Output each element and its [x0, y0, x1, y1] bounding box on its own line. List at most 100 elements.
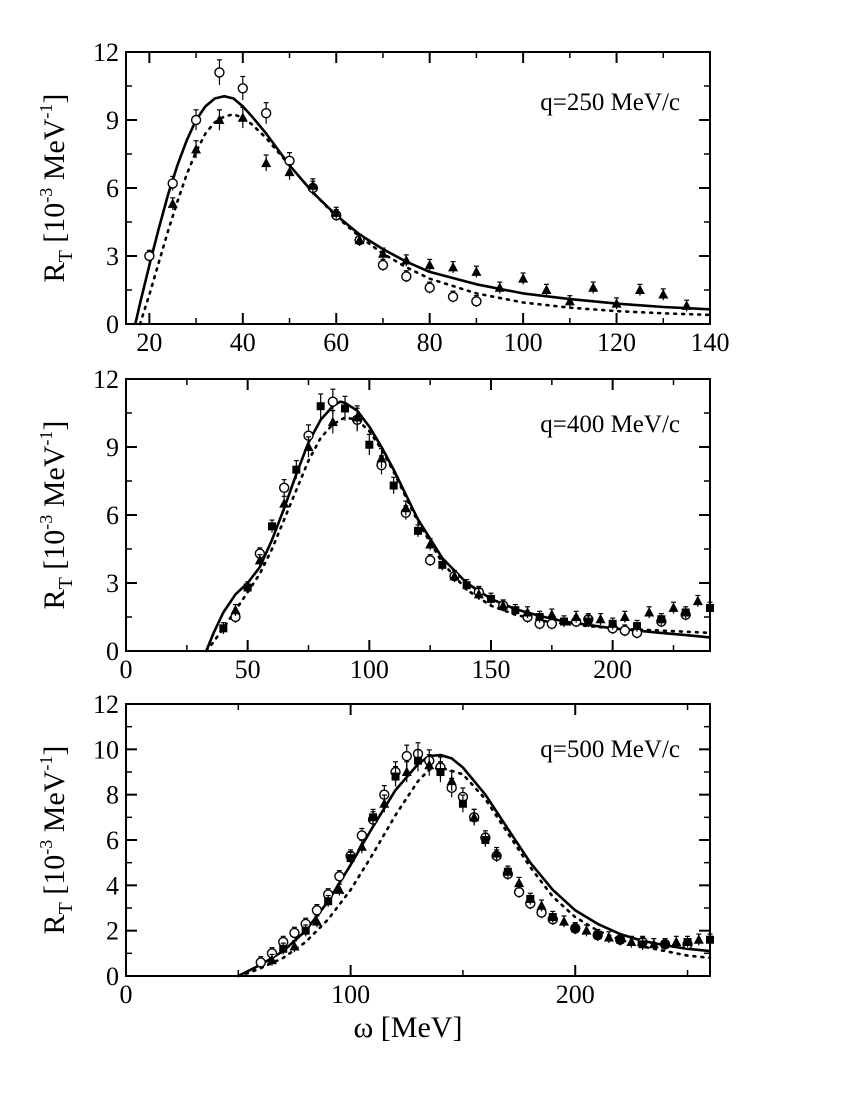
marker-filled-square [481, 836, 490, 844]
curve-dotted [205, 416, 712, 653]
marker-filled-triangle [191, 143, 202, 154]
marker-filled-square [458, 799, 467, 808]
ylabel-exp2: -1 [36, 756, 56, 771]
marker-filled-triangle [473, 588, 484, 599]
ylabel-unit: MeV [38, 118, 71, 187]
marker-filled-triangle [446, 775, 457, 786]
y-tick-label: 6 [106, 826, 119, 855]
marker-filled-square [438, 560, 447, 569]
marker-filled-square [436, 768, 445, 776]
marker-filled-square [638, 940, 647, 949]
y-tick-label: 0 [106, 310, 119, 339]
marker-filled-triangle [237, 112, 248, 122]
marker-filled-square [391, 772, 400, 781]
axis-ticks: 20 40 60 80 100 120 140 0 3 6 9 12 [93, 38, 730, 357]
ylabel-bracket: [10 [38, 203, 71, 251]
marker-filled-triangle [424, 759, 435, 770]
marker-filled-triangle [644, 606, 655, 617]
ylabel-exp2: -1 [36, 431, 56, 446]
ylabel-exp1: -3 [36, 515, 56, 530]
marker-filled-square [706, 603, 714, 612]
marker-open-circle [619, 625, 631, 636]
ylabel-close: ] [38, 94, 71, 104]
x-tick-label: 80 [417, 328, 443, 357]
marker-filled-square [243, 583, 252, 592]
marker-filled-triangle [469, 811, 480, 822]
marker-filled-triangle [541, 284, 552, 294]
curves [134, 94, 712, 326]
x-tick-label: 200 [593, 655, 632, 684]
marker-filled-square [503, 867, 512, 876]
ylabel-close: ] [38, 746, 71, 756]
marker-filled-triangle [449, 570, 460, 581]
panel-title: q=250 MeV/c [540, 89, 680, 116]
marker-filled-square [535, 613, 544, 621]
y-axis-label: RT [10-3 MeV-1] [36, 94, 77, 283]
y-tick-label: 12 [93, 365, 119, 394]
ylabel-exp2: -1 [36, 104, 56, 119]
data-points [144, 59, 692, 312]
marker-filled-triangle [603, 931, 614, 942]
curves [205, 400, 712, 653]
marker-filled-square [683, 938, 692, 946]
marker-filled-square [292, 465, 301, 474]
ylabel-sub: T [55, 250, 77, 262]
marker-open-circle [334, 871, 345, 882]
marker-filled-triangle [494, 282, 505, 292]
marker-open-circle [356, 830, 368, 841]
ylabel-close: ] [38, 421, 71, 431]
y-tick-label: 3 [106, 569, 119, 598]
y-tick-label: 10 [93, 735, 119, 764]
marker-filled-square [681, 608, 690, 617]
y-axis-label: RT [10-3 MeV-1] [36, 421, 77, 610]
ylabel-r: R [38, 914, 71, 934]
ylabel-unit: MeV [38, 770, 71, 839]
marker-filled-triangle [514, 877, 525, 888]
y-tick-label: 6 [106, 501, 119, 530]
marker-filled-square [219, 624, 228, 633]
marker-open-circle [260, 107, 272, 119]
marker-filled-square [584, 617, 593, 626]
marker-filled-square [279, 944, 288, 953]
marker-open-circle [513, 886, 525, 898]
marker-open-circle [214, 67, 225, 78]
marker-filled-square [616, 935, 625, 944]
marker-filled-triangle [284, 166, 295, 177]
panel-q500: 0 100 200 0 2 4 6 8 10 12 q=500 MeV/c RT [10-3 Me… [36, 690, 714, 1009]
marker-open-circle [401, 271, 412, 282]
marker-open-circle [190, 114, 202, 126]
marker-filled-triangle [611, 298, 622, 308]
marker-filled-triangle [518, 273, 529, 283]
marker-filled-triangle [536, 900, 547, 910]
marker-open-circle [424, 555, 436, 566]
marker-filled-triangle [626, 936, 637, 946]
marker-open-circle [327, 396, 339, 407]
marker-filled-triangle [214, 114, 225, 124]
marker-filled-triangle [668, 602, 679, 612]
marker-filled-square [316, 402, 325, 411]
marker-open-circle [144, 250, 155, 262]
data-points [255, 742, 714, 969]
marker-filled-triangle [559, 916, 569, 926]
marker-filled-square [414, 756, 422, 765]
marker-filled-triangle [564, 295, 575, 306]
y-tick-label: 0 [106, 637, 119, 666]
marker-filled-square [369, 813, 378, 822]
y-tick-label: 2 [106, 917, 119, 946]
marker-filled-square [526, 894, 535, 903]
y-tick-label: 12 [93, 38, 119, 67]
marker-filled-triangle [401, 766, 412, 776]
marker-filled-square [593, 931, 602, 940]
marker-open-circle [546, 618, 558, 629]
marker-filled-triangle [167, 198, 178, 208]
x-tick-label: 40 [230, 328, 256, 357]
marker-filled-triangle [681, 300, 692, 310]
marker-filled-triangle [693, 934, 704, 944]
marker-filled-square [389, 481, 398, 490]
x-axis-title: ω [MeV] [354, 1011, 463, 1044]
axis-ticks: 0 100 200 0 2 4 6 8 10 12 [93, 690, 710, 1009]
y-tick-label: 9 [106, 433, 119, 462]
marker-open-circle [424, 282, 435, 293]
marker-filled-triangle [352, 412, 363, 422]
x-tick-label: 150 [472, 655, 511, 684]
